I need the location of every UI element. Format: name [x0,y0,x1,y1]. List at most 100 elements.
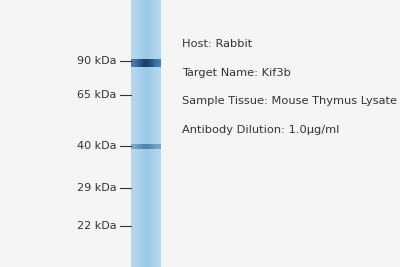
Bar [138,0,139,267]
Bar [133,144,134,149]
Bar [132,59,133,67]
Bar [159,144,160,149]
Text: 90 kDa: 90 kDa [77,56,117,66]
Bar [138,144,139,149]
Bar [160,144,161,149]
Bar [146,0,147,267]
Bar [132,0,133,267]
Bar [137,59,138,67]
Bar [136,144,137,149]
Bar [146,59,147,67]
Bar [141,144,142,149]
Bar [154,0,155,267]
Bar [156,59,157,67]
Bar [135,59,136,67]
Bar [141,0,142,267]
Bar [144,0,145,267]
Bar [149,0,150,267]
Bar [153,144,154,149]
Bar [145,144,146,149]
Bar [141,59,142,67]
Text: 29 kDa: 29 kDa [77,183,117,193]
Bar [147,144,148,149]
Bar [151,59,152,67]
Bar [143,144,144,149]
Bar [151,144,152,149]
Bar [146,144,147,149]
Bar [150,0,151,267]
Bar [153,0,154,267]
Bar [160,59,161,67]
Bar [134,0,135,267]
Bar [142,0,143,267]
Bar [144,144,145,149]
Text: Antibody Dilution: 1.0μg/ml: Antibody Dilution: 1.0μg/ml [182,125,339,135]
Bar [135,144,136,149]
Bar [159,0,160,267]
Bar [145,0,146,267]
Bar [138,59,139,67]
Bar [136,59,137,67]
Bar [137,144,138,149]
Bar [156,144,157,149]
Bar [152,59,153,67]
Bar [131,0,161,267]
Bar [147,0,148,267]
Bar [131,144,132,149]
Bar [157,0,158,267]
Text: Target Name: Kif3b: Target Name: Kif3b [182,68,291,77]
Bar [145,59,146,67]
Text: Host: Rabbit: Host: Rabbit [182,39,252,49]
Bar [154,144,155,149]
Bar [151,0,152,267]
Bar [149,59,150,67]
Bar [154,59,155,67]
Bar [140,59,141,67]
Bar [150,144,151,149]
Bar [140,0,141,267]
Bar [136,0,137,267]
Bar [142,144,143,149]
Bar [133,0,134,267]
Bar [133,59,134,67]
Bar [157,144,158,149]
Bar [159,59,160,67]
Bar [134,59,135,67]
Bar [148,0,149,267]
Bar [149,144,150,149]
Bar [140,144,141,149]
Bar [131,0,132,267]
Bar [158,0,159,267]
Bar [139,59,140,67]
Bar [142,59,143,67]
Bar [158,144,159,149]
Bar [150,59,151,67]
Bar [152,0,153,267]
Bar [155,144,156,149]
Bar [134,144,135,149]
Bar [135,0,136,267]
Bar [137,0,138,267]
Text: 65 kDa: 65 kDa [77,90,117,100]
Text: Sample Tissue: Mouse Thymus Lysate: Sample Tissue: Mouse Thymus Lysate [182,96,397,106]
Text: 22 kDa: 22 kDa [77,221,117,231]
Bar [148,59,149,67]
Bar [160,0,161,267]
Bar [143,59,144,67]
Bar [153,59,154,67]
Bar [147,59,148,67]
Bar [155,0,156,267]
Bar [148,144,149,149]
Bar [131,59,132,67]
Bar [157,59,158,67]
Bar [155,59,156,67]
Text: 40 kDa: 40 kDa [77,140,117,151]
Bar [139,0,140,267]
Bar [144,59,145,67]
Bar [143,0,144,267]
Bar [152,144,153,149]
Bar [158,59,159,67]
Bar [156,0,157,267]
Bar [139,144,140,149]
Bar [132,144,133,149]
